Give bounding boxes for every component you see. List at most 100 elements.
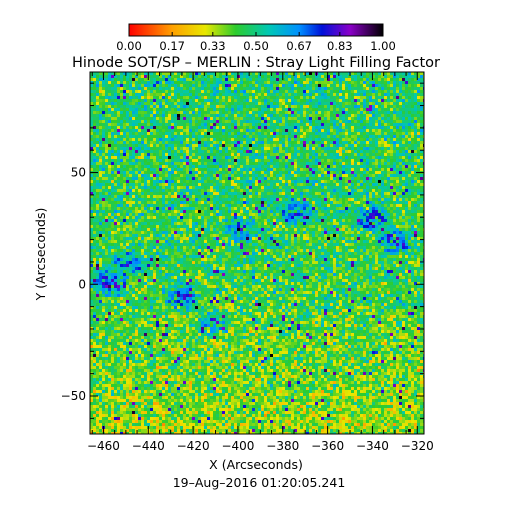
heatmap-cell <box>351 171 354 174</box>
heatmap-cell <box>309 99 312 102</box>
heatmap-cell <box>240 144 243 147</box>
heatmap-cell <box>204 111 207 114</box>
heatmap-cell <box>243 84 246 87</box>
heatmap-cell <box>267 138 270 141</box>
heatmap-cell <box>108 99 111 102</box>
heatmap-cell <box>252 84 255 87</box>
heatmap-cell <box>105 132 108 135</box>
heatmap-cell <box>126 129 129 132</box>
heatmap-cell <box>252 129 255 132</box>
heatmap-cell <box>420 162 423 165</box>
heatmap-cell <box>345 174 348 177</box>
heatmap-cell <box>411 147 414 150</box>
heatmap-cell <box>408 117 411 120</box>
heatmap-cell <box>198 153 201 156</box>
heatmap-cell <box>135 168 138 171</box>
heatmap-cell <box>252 132 255 135</box>
heatmap-cell <box>330 144 333 147</box>
heatmap-cell <box>189 78 192 81</box>
heatmap-cell <box>252 201 255 204</box>
heatmap-cell <box>114 165 117 168</box>
heatmap-cell <box>336 111 339 114</box>
heatmap-cell <box>132 165 135 168</box>
heatmap-cell <box>417 90 420 93</box>
heatmap-cell <box>273 162 276 165</box>
heatmap-cell <box>111 132 114 135</box>
heatmap-cell <box>303 87 306 90</box>
heatmap-cell <box>306 102 309 105</box>
heatmap-cell <box>243 144 246 147</box>
heatmap-cell <box>351 114 354 117</box>
heatmap-cell <box>108 87 111 90</box>
heatmap-cell <box>156 129 159 132</box>
heatmap-cell <box>261 93 264 96</box>
heatmap-cell <box>270 111 273 114</box>
heatmap-cell <box>156 186 159 189</box>
heatmap-cell <box>168 84 171 87</box>
heatmap-cell <box>402 90 405 93</box>
heatmap-cell <box>369 156 372 159</box>
heatmap-cell <box>123 162 126 165</box>
heatmap-cell <box>312 126 315 129</box>
heatmap-cell <box>372 81 375 84</box>
heatmap-cell <box>213 186 216 189</box>
heatmap-cell <box>330 180 333 183</box>
heatmap-cell <box>93 174 96 177</box>
heatmap-cell <box>336 192 339 195</box>
heatmap-cell <box>411 135 414 138</box>
heatmap-cell <box>390 159 393 162</box>
heatmap-cell <box>360 117 363 120</box>
heatmap-cell <box>186 204 189 207</box>
heatmap-cell <box>387 141 390 144</box>
heatmap-cell <box>105 192 108 195</box>
heatmap-cell <box>96 141 99 144</box>
heatmap-cell <box>135 180 138 183</box>
heatmap-cell <box>93 111 96 114</box>
heatmap-cell <box>177 120 180 123</box>
heatmap-cell <box>120 201 123 204</box>
heatmap-cell <box>231 204 234 207</box>
heatmap-cell <box>171 81 174 84</box>
heatmap-cell <box>348 99 351 102</box>
heatmap-cell <box>276 156 279 159</box>
heatmap-cell <box>246 120 249 123</box>
heatmap-cell <box>360 150 363 153</box>
heatmap-cell <box>237 87 240 90</box>
heatmap-cell <box>183 129 186 132</box>
heatmap-cell <box>174 195 177 198</box>
heatmap-cell <box>384 105 387 108</box>
heatmap-cell <box>228 150 231 153</box>
heatmap-cell <box>282 78 285 81</box>
heatmap-cell <box>141 108 144 111</box>
heatmap-cell <box>372 126 375 129</box>
heatmap-cell <box>138 108 141 111</box>
heatmap-cell <box>411 102 414 105</box>
heatmap-cell <box>135 87 138 90</box>
heatmap-cell <box>201 165 204 168</box>
heatmap-cell <box>123 90 126 93</box>
heatmap-cell <box>267 78 270 81</box>
heatmap-cell <box>225 174 228 177</box>
heatmap-cell <box>249 99 252 102</box>
heatmap-cell <box>384 75 387 78</box>
heatmap-cell <box>273 114 276 117</box>
heatmap-cell <box>336 72 339 75</box>
heatmap-cell <box>321 189 324 192</box>
heatmap-cell <box>93 189 96 192</box>
heatmap-cell <box>333 135 336 138</box>
heatmap-cell <box>183 90 186 93</box>
heatmap-cell <box>111 171 114 174</box>
heatmap-cell <box>294 165 297 168</box>
heatmap-cell <box>291 99 294 102</box>
heatmap-cell <box>276 114 279 117</box>
heatmap-cell <box>306 171 309 174</box>
heatmap-cell <box>234 165 237 168</box>
heatmap-cell <box>219 186 222 189</box>
heatmap-cell <box>372 111 375 114</box>
heatmap-cell <box>375 156 378 159</box>
heatmap-cell <box>90 204 93 207</box>
heatmap-cell <box>276 159 279 162</box>
heatmap-cell <box>165 108 168 111</box>
heatmap-cell <box>405 120 408 123</box>
heatmap-cell <box>174 129 177 132</box>
